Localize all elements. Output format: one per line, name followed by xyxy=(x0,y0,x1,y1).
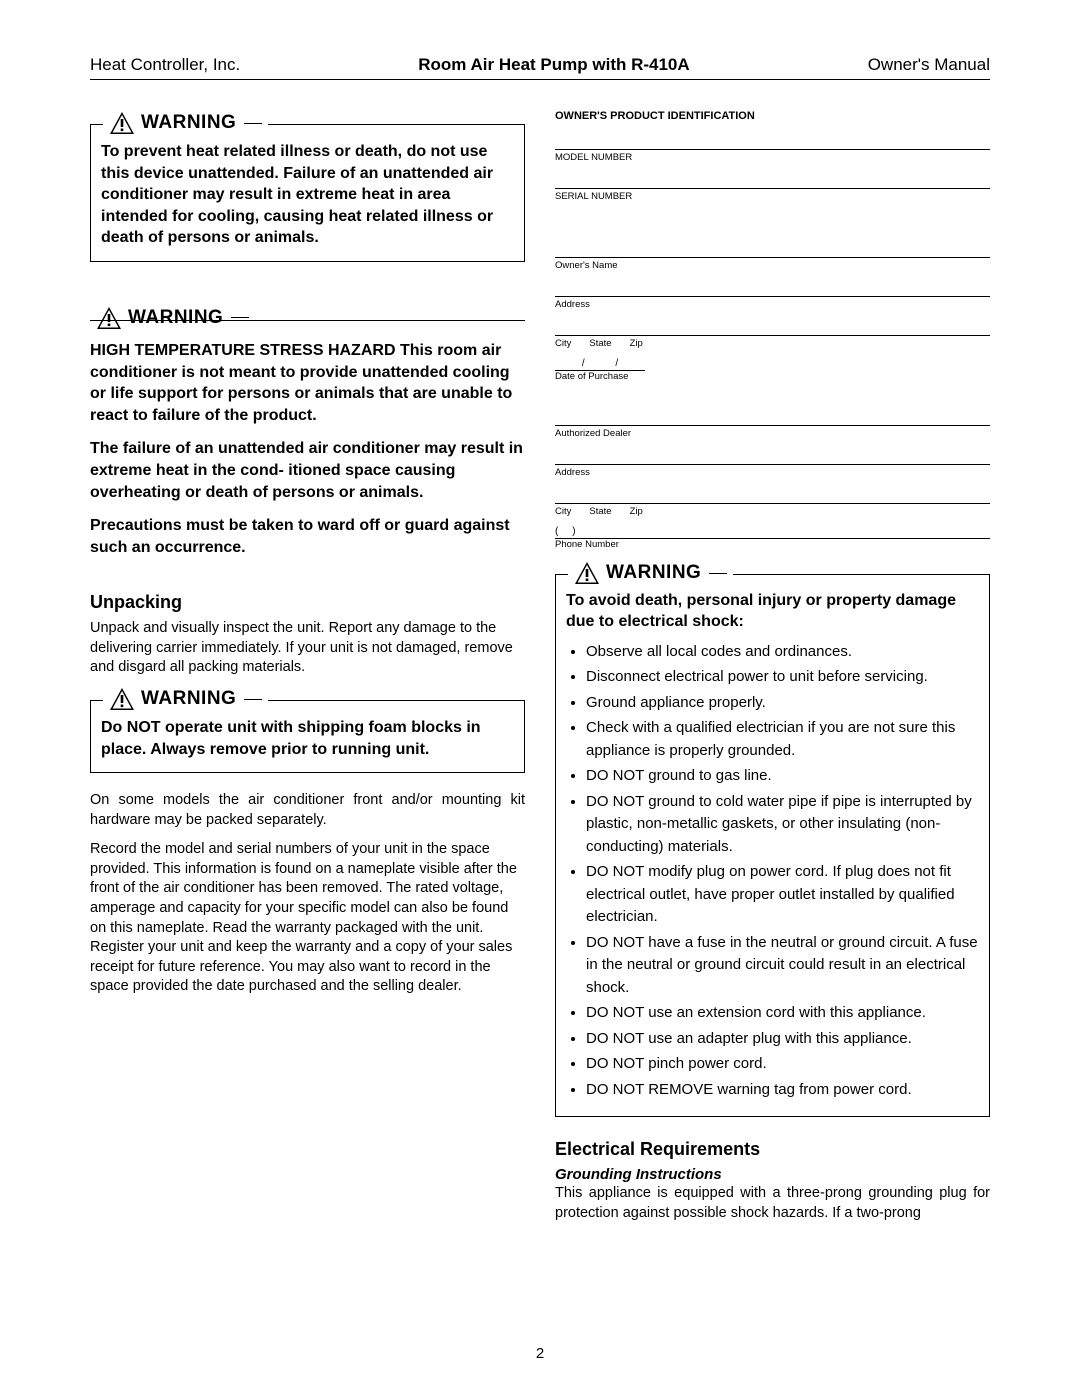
zip-label-2: Zip xyxy=(630,506,643,517)
warning4-bullet-item: DO NOT REMOVE warning tag from power cor… xyxy=(586,1079,983,1102)
warning-triangle-icon xyxy=(109,111,135,135)
city-state-zip-labels: City State Zip xyxy=(555,338,990,349)
warning4-bullet-item: Ground appliance properly. xyxy=(586,692,983,715)
zip-label: Zip xyxy=(630,338,643,349)
serial-number-field[interactable] xyxy=(555,171,990,189)
owner-name-field[interactable] xyxy=(555,240,990,258)
serial-number-label: SERIAL NUMBER xyxy=(555,191,990,202)
header-right: Owner's Manual xyxy=(868,55,990,75)
dealer-csz-field[interactable] xyxy=(555,486,990,504)
unpacking-body: Unpack and visually inspect the unit. Re… xyxy=(90,619,525,678)
warning4-bullet-item: DO NOT use an extension cord with this a… xyxy=(586,1002,983,1025)
warning2-p3: Precautions must be taken to ward off or… xyxy=(90,515,525,558)
dealer-field[interactable] xyxy=(555,408,990,426)
warning4-bullet-item: Check with a qualified electrician if yo… xyxy=(586,717,983,762)
warning2-p1: HIGH TEMPERATURE STRESS HAZARD This room… xyxy=(90,340,525,426)
warning4-bullet-item: DO NOT use an adapter plug with this app… xyxy=(586,1028,983,1051)
right-column: OWNER'S PRODUCT IDENTIFICATION MODEL NUM… xyxy=(555,110,990,1233)
warning-title: WARNING xyxy=(141,688,236,710)
warning-triangle-icon xyxy=(109,687,135,711)
warning3-body: Do NOT operate unit with shipping foam b… xyxy=(101,717,514,760)
warning2-p2: The failure of an unattended air conditi… xyxy=(90,438,525,503)
warning-title: WARNING xyxy=(141,112,236,134)
grounding-body: This appliance is equipped with a three-… xyxy=(555,1184,990,1223)
grounding-subheading: Grounding Instructions xyxy=(555,1166,990,1183)
warning4-bullet-item: Disconnect electrical power to unit befo… xyxy=(586,666,983,689)
city-label-2: City xyxy=(555,506,571,517)
address-field[interactable] xyxy=(555,279,990,297)
warning4-bullet-item: DO NOT ground to gas line. xyxy=(586,765,983,788)
owner-name-label: Owner's Name xyxy=(555,260,990,271)
warning-title: WARNING xyxy=(606,562,701,584)
state-label-2: State xyxy=(589,506,611,517)
warning-triangle-icon xyxy=(574,561,600,585)
phone-label: Phone Number xyxy=(555,539,990,550)
after-text-1: On some models the air conditioner front… xyxy=(90,791,525,830)
warning-body: To prevent heat related illness or death… xyxy=(101,141,514,249)
address-label: Address xyxy=(555,299,990,310)
id-title: OWNER'S PRODUCT IDENTIFICATION xyxy=(555,110,990,122)
unpacking-heading: Unpacking xyxy=(90,592,525,613)
warning4-bullet-item: DO NOT have a fuse in the neutral or gro… xyxy=(586,932,983,1000)
state-label: State xyxy=(589,338,611,349)
page-number: 2 xyxy=(0,1345,1080,1362)
dealer-label: Authorized Dealer xyxy=(555,428,990,439)
date-label: Date of Purchase xyxy=(555,371,990,382)
dealer-address-label: Address xyxy=(555,467,990,478)
header-center: Room Air Heat Pump with R-410A xyxy=(418,55,689,75)
dealer-csz-labels: City State Zip xyxy=(555,506,990,517)
warning-title: WARNING xyxy=(128,307,223,329)
phone-field[interactable]: ( ) xyxy=(555,525,990,539)
warning-box-3: WARNING Do NOT operate unit with shippin… xyxy=(90,700,525,773)
warning4-bullets: Observe all local codes and ordinances.D… xyxy=(566,641,983,1102)
warning4-bullet-item: DO NOT ground to cold water pipe if pipe… xyxy=(586,791,983,859)
dealer-address-field[interactable] xyxy=(555,447,990,465)
after-text-2: Record the model and serial numbers of y… xyxy=(90,840,525,997)
warning4-intro: To avoid death, personal injury or prope… xyxy=(566,591,983,633)
warning4-bullet-item: DO NOT pinch power cord. xyxy=(586,1053,983,1076)
header-left: Heat Controller, Inc. xyxy=(90,55,240,75)
city-label: City xyxy=(555,338,571,349)
warning-box-4: WARNING To avoid death, personal injury … xyxy=(555,574,990,1117)
warning-box-2: WARNING HIGH TEMPERATURE STRESS HAZARD T… xyxy=(90,320,525,570)
left-column: WARNING To prevent heat related illness … xyxy=(90,110,525,1233)
electrical-heading: Electrical Requirements xyxy=(555,1139,990,1160)
warning-triangle-icon xyxy=(96,306,122,330)
warning4-bullet-item: DO NOT modify plug on power cord. If plu… xyxy=(586,861,983,929)
model-number-field[interactable] xyxy=(555,132,990,150)
city-state-zip-field[interactable] xyxy=(555,318,990,336)
warning4-bullet-item: Observe all local codes and ordinances. xyxy=(586,641,983,664)
page-header: Heat Controller, Inc. Room Air Heat Pump… xyxy=(90,55,990,80)
warning-box-1: WARNING To prevent heat related illness … xyxy=(90,124,525,262)
model-number-label: MODEL NUMBER xyxy=(555,152,990,163)
date-field[interactable]: // xyxy=(555,357,645,371)
